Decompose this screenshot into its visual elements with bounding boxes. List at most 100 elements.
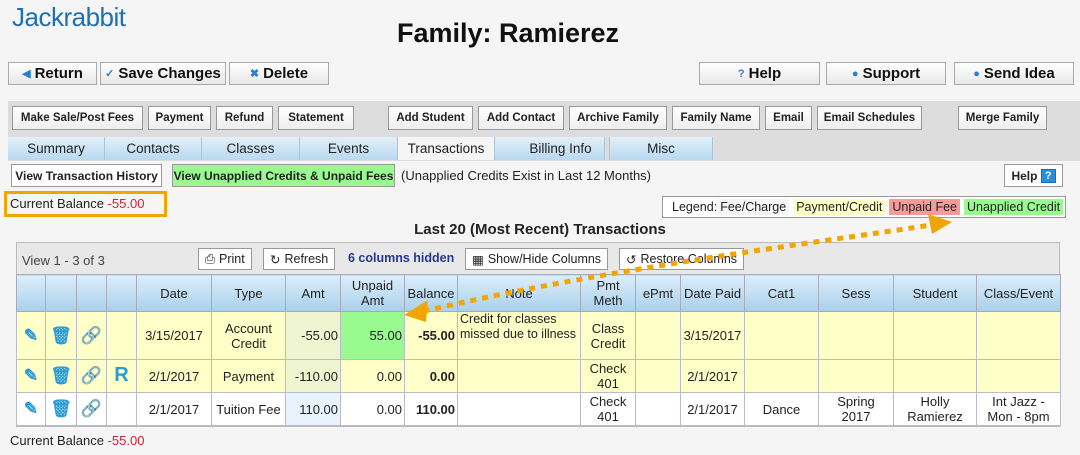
help-small-button[interactable]: Help ? — [1004, 164, 1063, 187]
cell-date: 2/1/2017 — [136, 359, 212, 393]
printer-icon: ⎙ — [205, 251, 216, 266]
page-title: Family: Ramierez — [396, 18, 620, 48]
cell-date: 2/1/2017 — [136, 392, 212, 426]
tab-contacts[interactable]: Contacts — [105, 137, 202, 160]
refund-button[interactable]: Refund — [216, 106, 273, 130]
statement-button[interactable]: Statement — [278, 106, 354, 130]
col-cat1[interactable]: Cat1 — [744, 274, 819, 312]
col-type[interactable]: Type — [211, 274, 286, 312]
balance-value: -55.00 — [107, 196, 145, 211]
return-label: Return — [34, 65, 83, 82]
cell-student: Holly Ramierez — [893, 392, 977, 426]
col-date-paid[interactable]: Date Paid — [680, 274, 745, 312]
family-name-button[interactable]: Family Name — [672, 106, 760, 130]
col-class-event[interactable]: Class/Event — [976, 274, 1061, 312]
col-unpaid-amt[interactable]: Unpaid Amt — [340, 274, 405, 312]
link-icon[interactable]: 🔗 — [76, 392, 107, 426]
print-button[interactable]: ⎙ Print — [198, 248, 252, 270]
receipt-link[interactable] — [106, 392, 137, 426]
current-balance-top: Current Balance -55.00 — [10, 196, 144, 211]
tab-billing-info[interactable]: Billing Info — [495, 137, 605, 160]
send-idea-label: Send Idea — [983, 65, 1055, 82]
balance-label: Current Balance — [10, 196, 104, 211]
col-student[interactable]: Student — [893, 274, 977, 312]
balance-highlight — [4, 191, 167, 217]
add-student-button[interactable]: Add Student — [388, 106, 473, 130]
restore-label: Restore Columns — [640, 252, 738, 266]
jackrabbit-logo: Jackrabbit — [12, 2, 126, 32]
view-unapplied-credits-button[interactable]: View Unapplied Credits & Unpaid Fees — [172, 164, 395, 187]
edit-icon[interactable]: ✎ — [16, 392, 46, 426]
link-icon[interactable]: 🔗 — [76, 359, 107, 393]
cell-epmt — [635, 359, 681, 393]
help-question-icon: ? — [1040, 168, 1056, 183]
save-changes-button[interactable]: ✓ Save Changes — [100, 62, 226, 85]
delete-button[interactable]: ✖ Delete — [229, 62, 329, 85]
merge-family-button[interactable]: Merge Family — [958, 106, 1047, 130]
col-epmt[interactable]: ePmt — [635, 274, 681, 312]
trash-icon[interactable]: 🗑 — [45, 359, 77, 393]
cell-sess: Spring 2017 — [818, 392, 894, 426]
tab-misc[interactable]: Misc — [609, 137, 713, 160]
edit-icon[interactable]: ✎ — [16, 359, 46, 393]
legend-payment-credit: Payment/Credit — [793, 199, 886, 215]
email-schedules-button[interactable]: Email Schedules — [817, 106, 922, 130]
col-amt[interactable]: Amt — [285, 274, 341, 312]
balance-value-bottom: -55.00 — [107, 433, 145, 448]
cell-type: Account Credit — [211, 311, 286, 360]
cell-epmt — [635, 311, 681, 360]
columns-hidden-link[interactable]: 6 columns hidden — [348, 251, 455, 265]
undo-icon: ↺ — [626, 252, 637, 267]
restore-columns-button[interactable]: ↺ Restore Columns — [619, 248, 745, 270]
col-sess[interactable]: Sess — [818, 274, 894, 312]
cell-note — [457, 392, 581, 426]
help-button[interactable]: ? Help — [699, 62, 820, 85]
support-button[interactable]: ● Support — [826, 62, 946, 85]
cell-balance: -55.00 — [404, 311, 458, 360]
cell-type: Payment — [211, 359, 286, 393]
cell-class-event — [976, 359, 1061, 393]
cell-pmt-meth: Class Credit — [580, 311, 636, 360]
edit-icon[interactable]: ✎ — [16, 311, 46, 360]
tab-summary[interactable]: Summary — [8, 137, 105, 160]
tab-classes[interactable]: Classes — [202, 137, 300, 160]
legend-unpaid-fee: Unpaid Fee — [889, 199, 960, 215]
table-row: ✎ 🗑 🔗 2/1/2017 Tuition Fee 110.00 0.00 110.00 Ch… — [16, 392, 1061, 426]
cell-balance: 110.00 — [404, 392, 458, 426]
tab-events[interactable]: Events — [300, 137, 398, 160]
receipt-icon[interactable]: R — [114, 364, 129, 386]
cell-pmt-meth: Check 401 — [580, 392, 636, 426]
col-note[interactable]: Note — [457, 274, 581, 312]
legend-fee-charge: Fee/Charge — [717, 199, 790, 215]
link-icon[interactable]: 🔗 — [76, 311, 107, 360]
refresh-icon: ↻ — [270, 252, 281, 267]
send-idea-button[interactable]: ● Send Idea — [954, 62, 1074, 85]
cell-class-event — [976, 311, 1061, 360]
col-balance[interactable]: Balance — [404, 274, 458, 312]
archive-family-button[interactable]: Archive Family — [569, 106, 667, 130]
balance-label-bottom: Current Balance — [10, 433, 104, 448]
show-hide-columns-button[interactable]: ▦ Show/Hide Columns — [465, 248, 609, 270]
cell-amt: -110.00 — [285, 359, 341, 393]
trash-icon[interactable]: 🗑 — [45, 311, 77, 360]
return-button[interactable]: ◀ Return — [8, 62, 97, 85]
add-contact-button[interactable]: Add Contact — [478, 106, 564, 130]
table-icon: ▦ — [472, 252, 484, 267]
caret-left-icon: ◀ — [22, 68, 31, 80]
cell-cat1 — [744, 359, 819, 393]
trash-icon[interactable]: 🗑 — [45, 392, 77, 426]
payment-button[interactable]: Payment — [148, 106, 211, 130]
col-date[interactable]: Date — [136, 274, 212, 312]
make-sale-button[interactable]: Make Sale/Post Fees — [12, 106, 143, 130]
receipt-link[interactable]: R — [106, 359, 137, 393]
cell-student — [893, 359, 977, 393]
question-icon: ? — [737, 67, 745, 80]
receipt-link[interactable] — [106, 311, 137, 360]
col-delete — [45, 274, 77, 312]
col-pmt-meth[interactable]: Pmt Meth — [580, 274, 636, 312]
cell-class-event: Int Jazz - Mon - 8pm — [976, 392, 1061, 426]
refresh-button[interactable]: ↻ Refresh — [263, 248, 336, 270]
email-button[interactable]: Email — [765, 106, 812, 130]
tab-transactions[interactable]: Transactions — [398, 137, 495, 160]
view-transaction-history-button[interactable]: View Transaction History — [11, 164, 162, 187]
